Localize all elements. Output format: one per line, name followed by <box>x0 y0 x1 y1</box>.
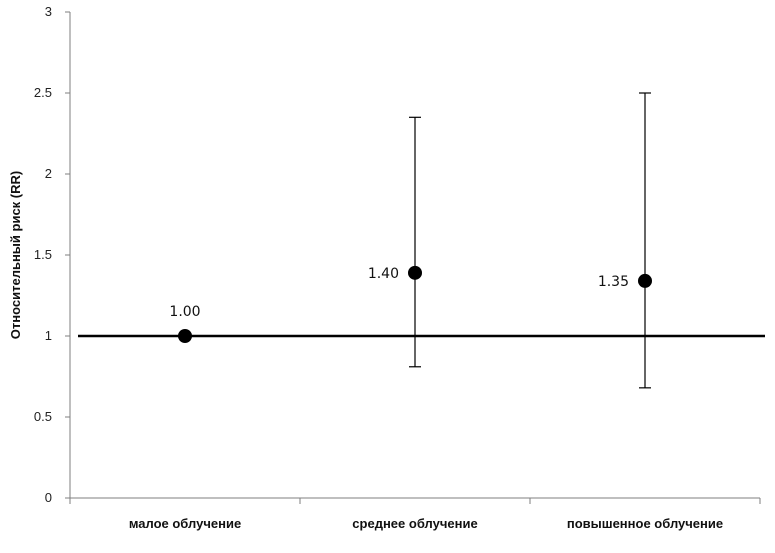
y-tick-label: 2 <box>45 166 52 181</box>
x-category-label: малое облучение <box>129 516 241 531</box>
x-category-label: среднее облучение <box>352 516 477 531</box>
y-axis: 0 0.5 1 1.5 2 2.5 3 <box>34 4 71 505</box>
y-tick-label: 0.5 <box>34 409 52 424</box>
data-label: 1.00 <box>169 304 200 320</box>
y-tick-label: 1 <box>45 328 52 343</box>
y-tick-label: 2.5 <box>34 85 52 100</box>
x-category-label: повышенное облучение <box>567 516 723 531</box>
series-group: 1.00 1.40 1.35 <box>169 92 652 389</box>
data-label: 1.40 <box>368 266 399 282</box>
y-tick-label: 1.5 <box>34 247 52 262</box>
data-point <box>638 273 652 288</box>
y-tick-label: 0 <box>45 490 52 505</box>
y-tick-label: 3 <box>45 4 52 19</box>
data-point <box>178 329 192 343</box>
data-label: 1.35 <box>598 274 629 290</box>
y-axis-label: Относительный риск (RR) <box>8 171 23 339</box>
x-axis: малое облучение среднее облучение повышенн… <box>69 497 761 531</box>
data-point <box>408 265 422 280</box>
